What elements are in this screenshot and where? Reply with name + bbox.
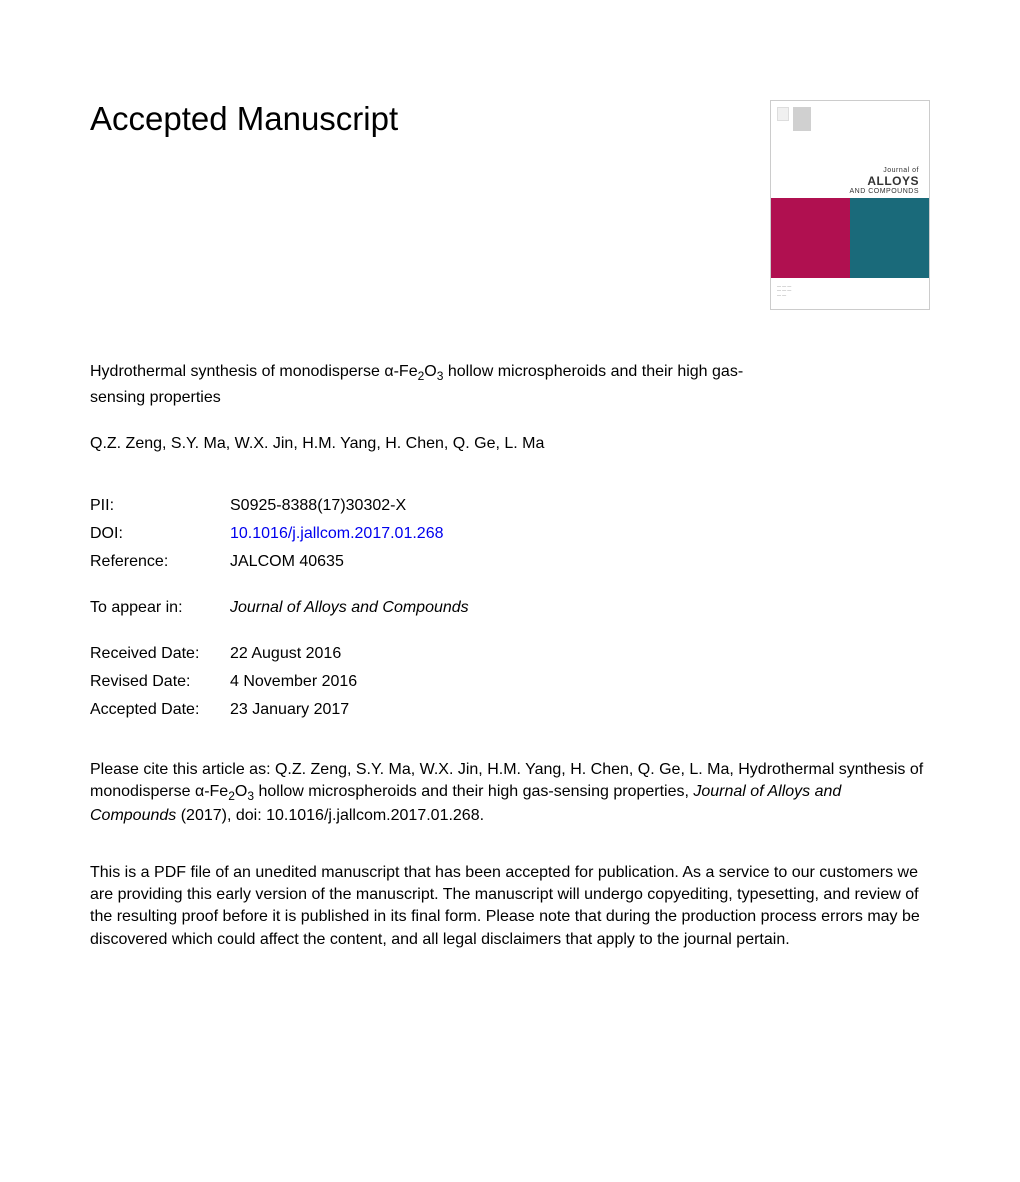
doi-label: DOI: [90,525,230,543]
pii-label: PII: [90,497,230,515]
meta-row-doi: DOI: 10.1016/j.jallcom.2017.01.268 [90,525,930,543]
title-mid: O [424,363,436,380]
article-title: Hydrothermal synthesis of monodisperse α… [90,360,750,409]
revised-value: 4 November 2016 [230,673,930,691]
meta-row-pii: PII: S0925-8388(17)30302-X [90,497,930,515]
authors-list: Q.Z. Zeng, S.Y. Ma, W.X. Jin, H.M. Yang,… [90,435,930,453]
meta-row-reference: Reference: JALCOM 40635 [90,553,930,571]
spacer [90,581,930,599]
doi-link[interactable]: 10.1016/j.jallcom.2017.01.268 [230,525,444,542]
publisher-logo-icon [777,107,789,121]
page-heading: Accepted Manuscript [90,100,398,138]
cover-block-teal [850,198,929,278]
appear-label: To appear in: [90,599,230,617]
meta-row-appear: To appear in: Journal of Alloys and Comp… [90,599,930,617]
meta-row-accepted: Accepted Date: 23 January 2017 [90,701,930,719]
citation-block: Please cite this article as: Q.Z. Zeng, … [90,759,930,828]
cover-block-magenta [771,198,850,278]
journal-cover-thumbnail: Journal of ALLOYS AND COMPOUNDS — — —— —… [770,100,930,310]
meta-row-revised: Revised Date: 4 November 2016 [90,673,930,691]
header-row: Accepted Manuscript Journal of ALLOYS AN… [90,100,930,310]
title-prefix: Hydrothermal synthesis of monodisperse α… [90,363,418,380]
pii-value: S0925-8388(17)30302-X [230,497,930,515]
disclaimer-text: This is a PDF file of an unedited manusc… [90,862,930,952]
cite-sub1: 2 [228,789,235,803]
accepted-value: 23 January 2017 [230,701,930,719]
accepted-label: Accepted Date: [90,701,230,719]
reference-label: Reference: [90,553,230,571]
cite-suffix2: (2017), doi: 10.1016/j.jallcom.2017.01.2… [176,807,484,824]
cite-suffix1: hollow microspheroids and their high gas… [254,783,693,800]
cite-mid: O [235,783,247,800]
revised-label: Revised Date: [90,673,230,691]
meta-row-received: Received Date: 22 August 2016 [90,645,930,663]
received-label: Received Date: [90,645,230,663]
cover-grey-block [793,107,811,131]
cover-line3: AND COMPOUNDS [771,188,919,196]
cover-color-blocks [771,198,929,278]
cover-top-strip [771,101,929,161]
appear-value: Journal of Alloys and Compounds [230,599,930,617]
reference-value: JALCOM 40635 [230,553,930,571]
cover-line2: ALLOYS [771,175,919,188]
cover-journal-title: Journal of ALLOYS AND COMPOUNDS [771,161,929,198]
doi-value: 10.1016/j.jallcom.2017.01.268 [230,525,930,543]
received-value: 22 August 2016 [230,645,930,663]
metadata-table: PII: S0925-8388(17)30302-X DOI: 10.1016/… [90,497,930,719]
cover-footer-text: — — —— — —— — [771,278,929,304]
spacer [90,627,930,645]
